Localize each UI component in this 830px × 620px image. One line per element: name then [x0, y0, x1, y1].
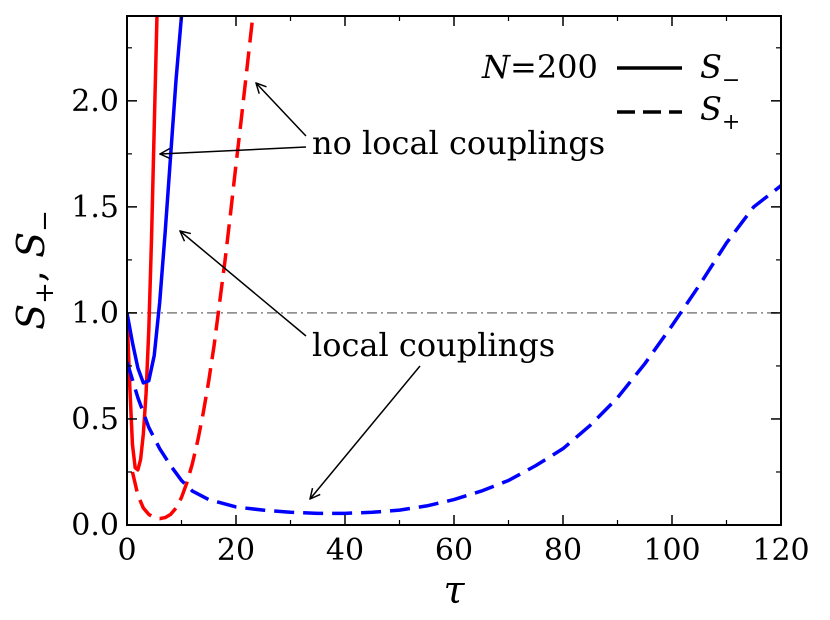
legend: N=200 S− S+ [481, 48, 740, 135]
legend-label-s-minus: S− [700, 48, 740, 93]
y-tick-label: 0.0 [71, 508, 119, 543]
y-tick-label: 1.0 [71, 296, 119, 331]
y-tick-label: 0.5 [71, 402, 119, 437]
y-tick-label: 1.5 [71, 190, 119, 225]
x-axis-label: τ [443, 568, 465, 612]
annotation-arrow [180, 231, 307, 337]
x-tick-label: 80 [544, 533, 582, 568]
annotation-no-local-couplings-label: no local couplings [312, 124, 605, 162]
series-blue-solid [127, 16, 184, 385]
series-red-solid [127, 16, 159, 472]
x-tick-label: 100 [643, 533, 700, 568]
annotation-arrow [160, 146, 307, 154]
annotation-arrow [256, 83, 307, 137]
y-axis-label: S+, S− [9, 210, 60, 330]
legend-note: N=200 [481, 48, 598, 86]
annotation-no-local-couplings: no local couplings [160, 83, 605, 162]
x-tick-label: 120 [752, 533, 809, 568]
y-tick-label: 2.0 [71, 84, 119, 119]
annotation-arrow [310, 365, 421, 499]
legend-label-s-plus: S+ [700, 90, 740, 135]
x-tick-label: 20 [217, 533, 255, 568]
x-tick-label: 60 [435, 533, 473, 568]
annotation-local-couplings-label: local couplings [312, 326, 555, 364]
x-tick-label: 40 [326, 533, 364, 568]
series-red-dashed [130, 20, 255, 521]
series-blue-dashed [127, 184, 781, 516]
x-tick-label: 0 [117, 533, 136, 568]
annotation-local-couplings: local couplings [180, 231, 555, 499]
